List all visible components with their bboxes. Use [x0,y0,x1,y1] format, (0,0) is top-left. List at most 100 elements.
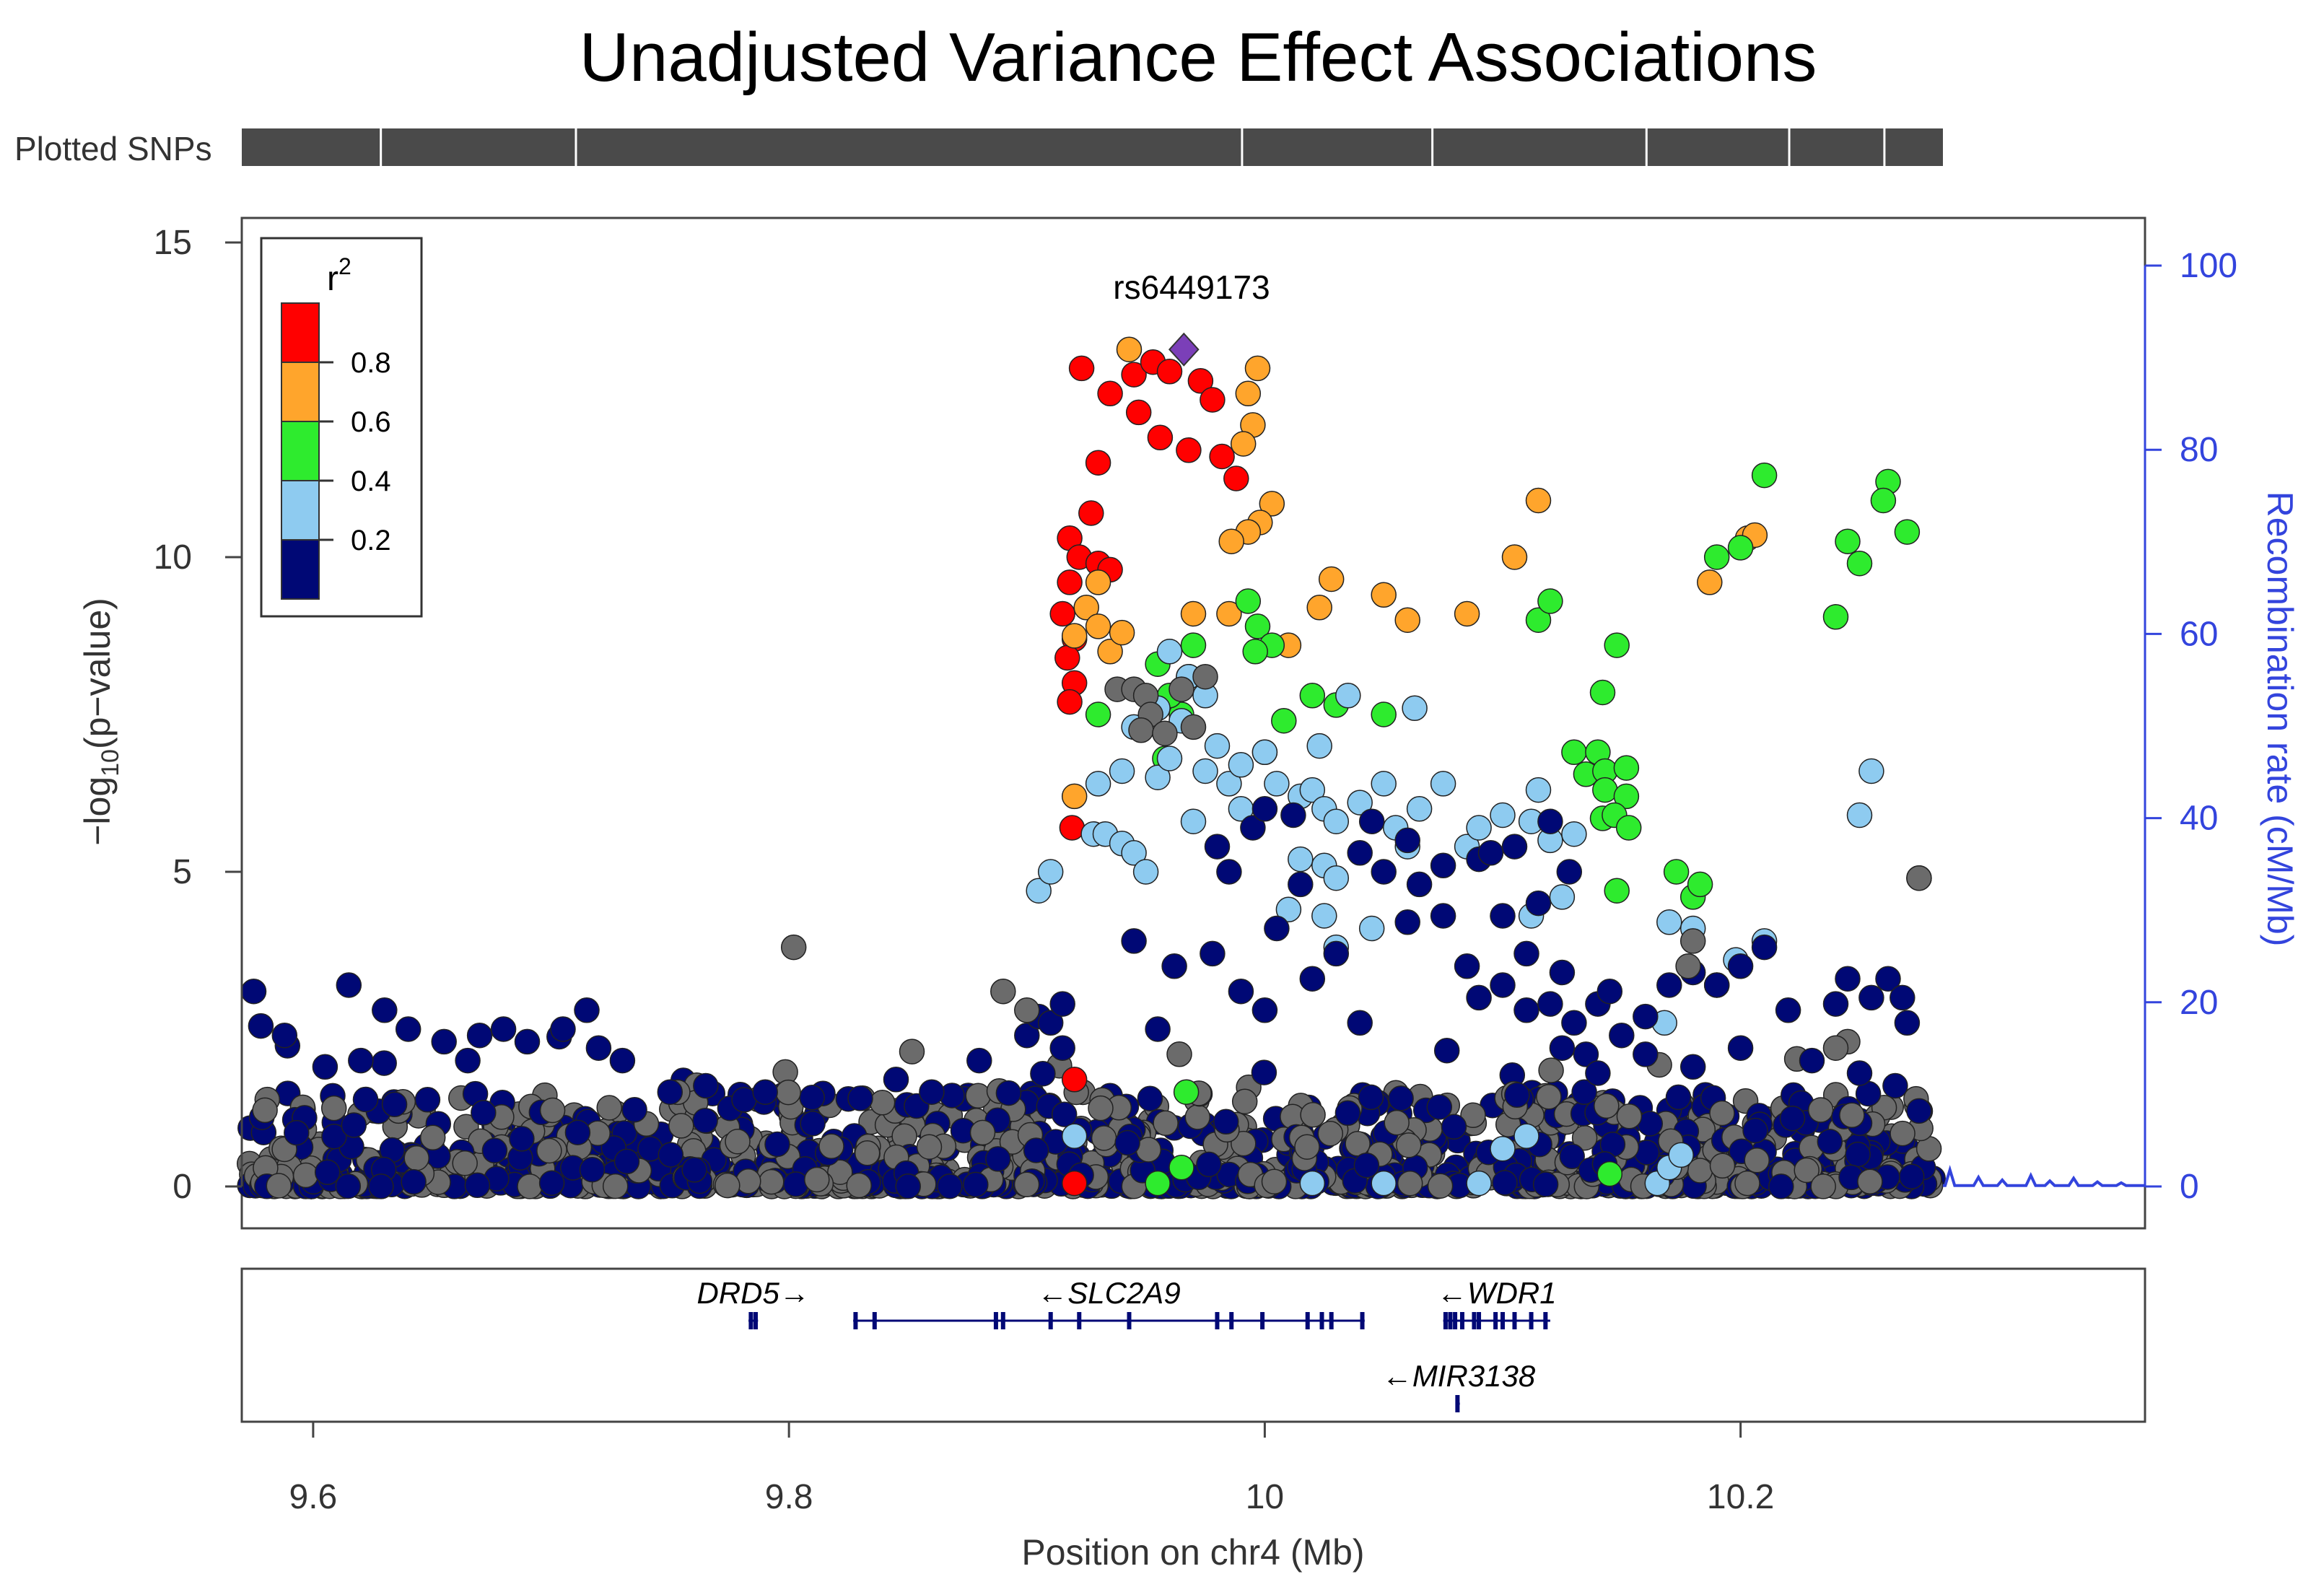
snp-point [1561,1010,1587,1036]
snp-point [1561,821,1587,847]
snp-point [538,1170,565,1197]
lead-snp-label: rs6449173 [1113,268,1270,306]
snp-point [1513,1123,1539,1149]
snp-point [464,1172,491,1199]
snp-point [1085,450,1111,476]
snp-point [1727,535,1754,561]
snp-point [1538,1057,1564,1083]
snp-point [1231,1130,1257,1157]
snp-point [1173,1079,1200,1105]
snp-point [336,972,362,998]
gene-panel-frame [240,1267,2146,1423]
snp-point [1235,588,1262,614]
snp-point [1430,771,1456,797]
snp-point [1192,663,1218,690]
snp-point [1026,878,1052,904]
snp-point [1779,1105,1806,1132]
snp-point [1240,815,1266,841]
snp-point [1061,623,1088,649]
snp-point [1894,1010,1921,1036]
snp-point [481,1137,508,1164]
snp-point [1231,1088,1258,1115]
snp-points [236,332,1946,1199]
snp-point [869,1090,896,1116]
y2-tick-label: 80 [2180,431,2218,469]
snp-point [1466,815,1492,841]
snp-point [1156,746,1183,771]
snp-point [657,1079,683,1105]
snp-point [1299,1170,1326,1197]
snp-point [1549,1035,1576,1061]
snp-point [1085,701,1111,727]
snp-point [1427,1173,1454,1199]
snp-point [1347,1010,1373,1036]
snp-point [1906,865,1932,891]
gene-exon [1329,1312,1334,1329]
snp-point [248,1013,274,1039]
snp-point [1870,487,1897,514]
snp-point [965,1083,992,1109]
snp-point [1556,859,1583,885]
y2-axis: 0 20 40 60 80 100 [2144,247,2237,1206]
snp-point [266,1173,292,1199]
snp-point [1014,1022,1040,1049]
x-tick-label: 9.6 [289,1478,338,1516]
legend-swatch [281,539,320,600]
snp-point [1294,1134,1320,1160]
snp-point [1323,808,1350,834]
plotted-snps-gap [1645,128,1648,166]
snp-point [668,1113,694,1139]
snp-point [579,1156,606,1183]
snp-point [1388,1085,1414,1111]
snp-point [1168,1155,1194,1181]
snp-point [1051,1101,1078,1127]
snp-point [1490,1135,1516,1162]
snp-point [1742,1117,1768,1144]
snp-point [780,934,807,961]
snp-point [916,1134,943,1160]
snp-point [1633,1041,1659,1067]
snp-point [1300,1102,1326,1128]
snp-point [1121,840,1147,866]
snp-point [1166,1041,1192,1067]
plotted-snps-gap [1883,128,1886,166]
snp-point [1882,1072,1908,1099]
snp-point [1846,550,1873,577]
gene-exon [1360,1312,1365,1329]
snp-point [1223,465,1249,491]
chart-title: Unadjusted Variance Effect Associations [580,19,1817,96]
snp-point [1078,500,1104,526]
snp-point [1306,595,1332,621]
snp-point [1311,903,1337,929]
snp-point [1353,1152,1380,1179]
snp-point [1656,972,1682,998]
legend-tick-label: 0.6 [351,406,391,438]
snp-point [368,1173,394,1199]
snp-point [1156,639,1183,665]
snp-point [752,1079,778,1105]
snp-point [1397,1171,1423,1197]
snp-point [1317,1120,1344,1147]
gene-exon [1305,1312,1310,1329]
snp-point [1633,1003,1659,1030]
snp-point [1525,487,1552,514]
snp-point [1306,733,1332,759]
x-axis-label: Position on chr4 (Mb) [1021,1532,1364,1573]
snp-point [1490,802,1516,829]
snp-point [1799,1047,1825,1074]
x-tick-label: 10 [1246,1478,1284,1516]
snp-point [1604,632,1630,658]
snp-point [990,978,1016,1005]
legend-swatch [281,302,320,363]
snp-point [1264,771,1290,797]
snp-point [1145,1016,1171,1042]
gene-exon [1448,1312,1453,1329]
snp-point [1121,928,1147,954]
snp-point [782,1171,809,1197]
snp-point [963,1171,989,1198]
snp-point [1161,953,1187,979]
snp-point [613,1148,640,1175]
gene-exon [1127,1312,1132,1329]
snp-point [1371,859,1397,885]
